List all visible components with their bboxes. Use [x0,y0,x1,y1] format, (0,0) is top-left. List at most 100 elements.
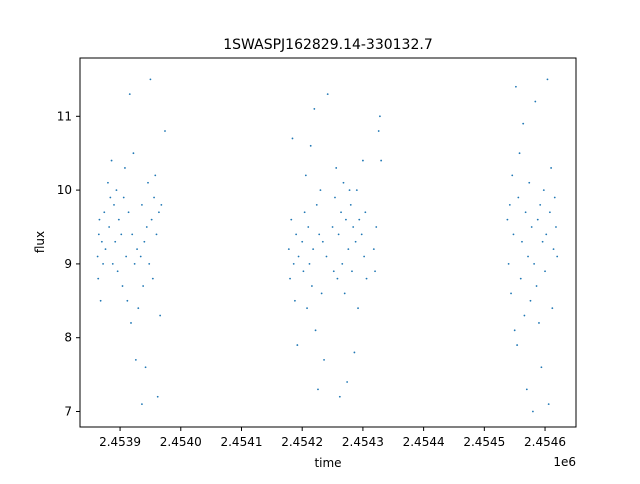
data-point [142,285,145,287]
data-point [133,263,136,265]
data-point [331,226,334,228]
data-point [530,226,533,228]
data-point [507,263,510,265]
data-point [295,233,298,236]
data-point [136,248,138,251]
y-tick-label: 9 [64,257,72,271]
data-point [536,218,539,221]
data-point [323,358,325,361]
data-point [147,181,149,184]
data-point [349,203,352,206]
data-point [340,211,342,214]
data-point [362,159,364,162]
data-point [343,292,346,295]
data-point [525,388,528,391]
data-point [318,233,321,236]
data-point [535,285,538,287]
data-point [532,410,534,413]
data-point [100,240,103,243]
x-tick-label: 2.4544 [403,435,445,449]
plot-frame [79,57,577,428]
data-point [302,270,305,273]
data-point [151,277,154,280]
data-point [508,203,511,206]
data-point [306,307,308,310]
data-point [348,189,351,192]
data-point [155,233,158,236]
data-point [372,248,375,251]
data-point [159,314,162,317]
data-point [294,299,296,302]
data-point [342,181,345,184]
data-point [346,381,349,383]
data-point [296,344,299,346]
data-point [132,152,135,155]
data-point [97,233,100,236]
data-point [517,196,520,199]
x-tick-label: 2.4546 [524,435,566,449]
data-point [379,115,381,118]
data-point [111,263,114,265]
data-point [307,226,310,228]
data-point [341,263,344,265]
data-point [538,322,540,324]
data-point [127,211,130,214]
data-point [352,226,355,228]
data-point [523,314,526,317]
data-point [534,100,537,103]
data-point [297,255,300,258]
data-point [158,211,160,214]
data-point [153,196,155,199]
data-point [139,255,142,258]
data-point [292,263,295,265]
data-point [130,322,132,324]
data-point [315,203,318,206]
data-point [143,240,146,243]
y-tick-label: 7 [64,405,72,419]
data-point [121,285,124,287]
data-point [108,226,111,228]
x-tick-label: 2.4543 [342,435,384,449]
data-point [314,329,317,332]
data-point [337,233,340,236]
data-point [131,233,134,236]
data-point [97,277,100,280]
data-point [160,203,163,206]
data-point [552,248,555,251]
data-point [319,189,322,192]
data-point [317,388,319,391]
x-tick-label: 2.4540 [160,435,202,449]
data-point [308,263,311,265]
data-point [358,218,361,221]
data-point [551,307,554,310]
data-point [374,270,376,273]
y-axis-ticks: 7 8 9 10 11 [57,109,80,419]
y-tick-label: 10 [57,183,72,197]
data-point [363,255,366,258]
x-axis-offset-label: 1e6 [553,455,576,469]
data-point [510,292,512,295]
data-point [518,152,521,155]
data-point [117,218,120,221]
data-point [360,233,363,236]
x-axis-ticks: 2.4539 2.4540 2.4541 2.4542 2.4543 2.4544 2.45… [99,427,566,449]
data-point [113,203,115,206]
data-point [351,270,353,273]
data-point [355,189,358,192]
data-point [529,299,532,302]
data-point [154,174,157,177]
data-point [365,277,368,280]
data-point [335,167,338,169]
data-point [115,189,118,192]
data-point [291,137,294,140]
data-points [96,78,559,413]
data-point [533,263,536,265]
chart-title: 1SWASPJ162829.14-330132.7 [223,37,432,53]
data-point [137,307,140,310]
data-point [304,174,307,177]
data-point [109,196,112,199]
data-point [548,211,551,214]
data-point [141,403,143,406]
